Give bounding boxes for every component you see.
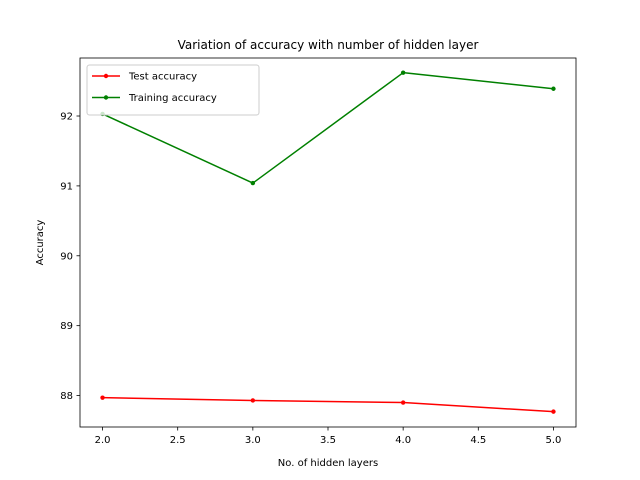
series-line: [102, 71, 554, 184]
x-tick-label: 4.5: [470, 435, 486, 446]
x-tick-label: 2.5: [170, 435, 186, 446]
y-axis: 88 89 90 91 92: [60, 112, 80, 402]
data-point: [250, 398, 256, 403]
data-point: [400, 70, 406, 75]
legend: Test accuracy Training accuracy: [86, 64, 260, 116]
data-point: [551, 409, 556, 414]
data-point: [100, 395, 105, 400]
series-test-accuracy: [100, 395, 556, 414]
legend-label: Test accuracy: [128, 72, 197, 83]
legend-label: Training accuracy: [128, 93, 217, 104]
legend-marker: [103, 95, 109, 100]
y-tick-label: 91: [60, 181, 73, 192]
y-tick-label: 89: [60, 321, 73, 332]
x-tick-label: 5.0: [546, 435, 562, 446]
data-point: [400, 400, 406, 405]
legend-box: [86, 64, 260, 116]
series-line: [102, 396, 554, 413]
x-tick-label: 3.5: [320, 435, 336, 446]
y-tick-label: 88: [60, 391, 73, 402]
series-layer: [100, 70, 556, 414]
x-axis-title: No. of hidden layers: [278, 458, 378, 469]
x-tick-label: 2.0: [95, 435, 111, 446]
legend-item: Training accuracy: [92, 93, 217, 104]
data-point: [250, 180, 256, 186]
data-point: [551, 86, 556, 91]
chart-title: Variation of accuracy with number of hid…: [178, 38, 479, 52]
legend-item: Test accuracy: [92, 72, 197, 83]
x-tick-label: 3.0: [245, 435, 261, 446]
y-tick-label: 92: [60, 112, 73, 123]
legend-marker: [103, 73, 109, 79]
x-tick-label: 4.0: [395, 435, 411, 446]
y-tick-label: 90: [60, 251, 73, 262]
x-axis: 2.0 2.5 3.0 3.5 4.0 4.5 5.0: [95, 427, 562, 446]
y-axis-title: Accuracy: [35, 220, 46, 266]
